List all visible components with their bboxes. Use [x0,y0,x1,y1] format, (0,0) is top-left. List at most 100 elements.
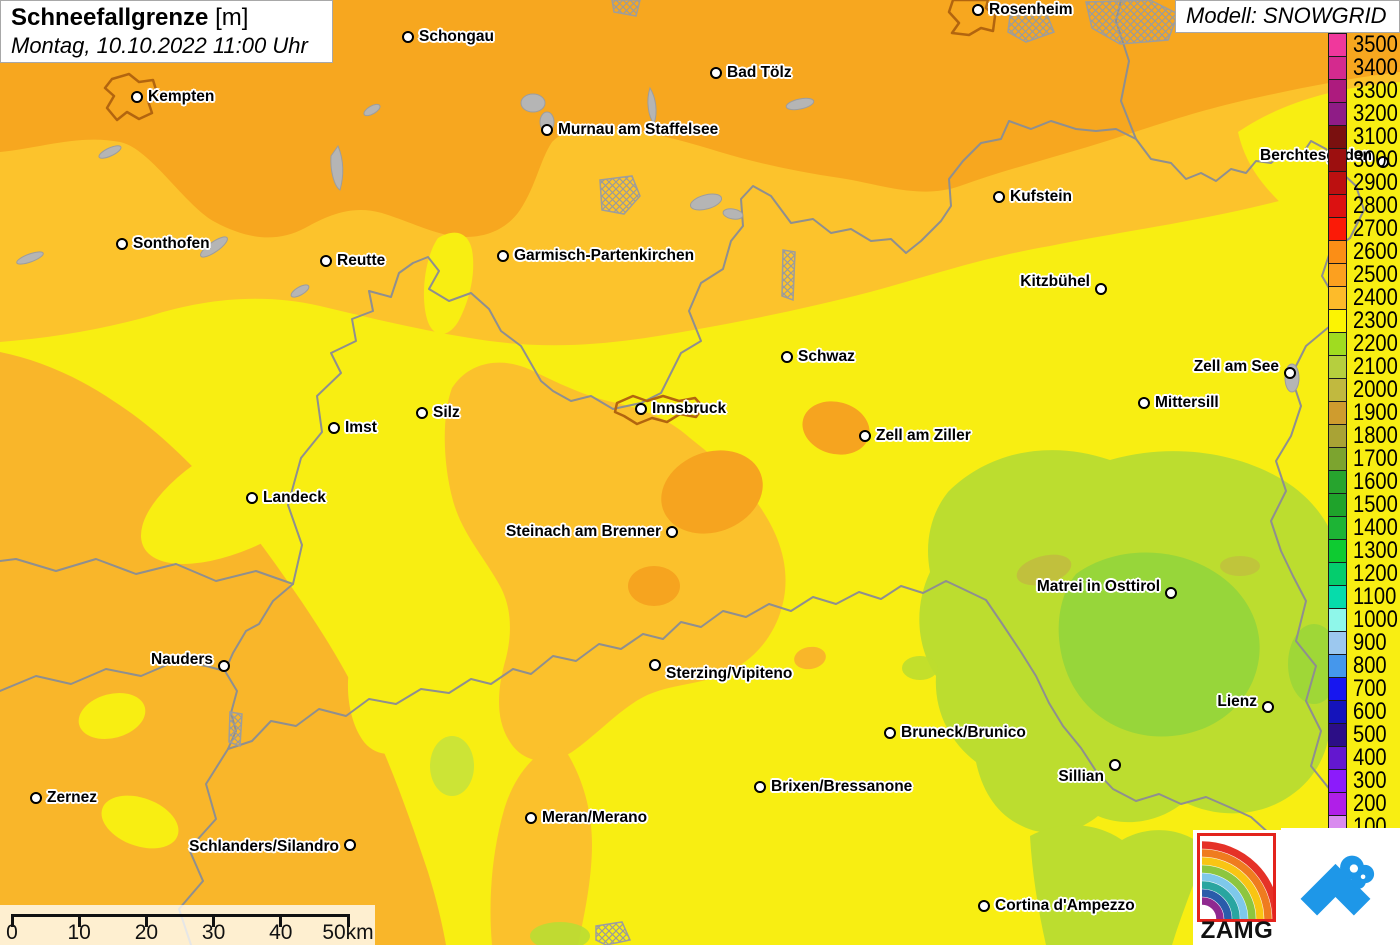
colorbar-label: 2800 [1353,191,1398,219]
colorbar-label: 500 [1353,720,1387,748]
colorbar-label: 1500 [1353,490,1398,518]
colorbar-swatch [1328,125,1347,149]
title-unit: [m] [215,4,249,31]
model-box: Modell: SNOWGRID [1175,0,1400,33]
snowgrid-logo [1281,828,1400,945]
colorbar-swatch [1328,102,1347,126]
colorbar-swatch [1328,286,1347,310]
colorbar-label: 400 [1353,743,1387,771]
colorbar-swatch [1328,424,1347,448]
colorbar-label: 2100 [1353,352,1398,380]
distance-scalebar: 0 10 20 30 40 50km [0,905,375,945]
colorbar-swatch [1328,516,1347,540]
colorbar-swatch [1328,194,1347,218]
colorbar-swatch [1328,79,1347,103]
colorbar-label: 1200 [1353,559,1398,587]
colorbar-label: 900 [1353,628,1387,656]
colorbar-label: 2700 [1353,214,1398,242]
city-boundary-outlines [103,0,997,426]
colorbar-swatch [1328,355,1347,379]
colorbar-label: 1900 [1353,398,1398,426]
colorbar-label: 3500 [1353,30,1398,58]
colorbar-label: 3200 [1353,99,1398,127]
scalebar-label: 20 [134,921,159,944]
colorbar-swatch [1328,539,1347,563]
colorbar-swatch [1328,700,1347,724]
colorbar-swatch [1328,677,1347,701]
colorbar-swatch [1328,148,1347,172]
colorbar-swatch [1328,769,1347,793]
colorbar-label: 2900 [1353,168,1398,196]
colorbar-swatch [1328,723,1347,747]
colorbar-label: 2300 [1353,306,1398,334]
colorbar-label: 2200 [1353,329,1398,357]
scalebar-label: 40 [269,921,293,944]
colorbar-swatch [1328,401,1347,425]
scalebar-label: 50km [322,921,374,944]
colorbar-swatch [1328,240,1347,264]
colorbar-label: 200 [1353,789,1387,817]
scalebar-tick [346,914,350,927]
scalebar-tick [212,914,216,927]
zamg-logo: ZAMG [1193,830,1281,945]
valid-datetime: Montag, 10.10.2022 11:00 Uhr [11,33,308,58]
colorbar-label: 300 [1353,766,1387,794]
colorbar-label: 1800 [1353,421,1398,449]
zamg-rainbow-icon [1197,833,1276,922]
scalebar-tick [77,914,81,927]
colorbar-swatch [1328,654,1347,678]
scalebar-tick [144,914,148,927]
colorbar-label: 2400 [1353,283,1398,311]
colorbar-swatch [1328,217,1347,241]
lakes [16,86,1300,393]
colorbar-label: 3000 [1353,145,1398,173]
colorbar-label: 600 [1353,697,1387,725]
scalebar-tick [10,914,14,927]
colorbar-label: 2600 [1353,237,1398,265]
colorbar-label: 3100 [1353,122,1398,150]
colorbar: 3500 3400 3300 3200 3100 3000 2900 2800 2700 2600… [1328,30,1400,839]
hatched-lakes [228,0,1179,945]
colorbar-swatch [1328,746,1347,770]
scalebar-line [12,914,350,917]
model-label: Modell: SNOWGRID [1186,3,1387,28]
colorbar-label: 1300 [1353,536,1398,564]
colorbar-label: 3300 [1353,76,1398,104]
page-title: Schneefallgrenze [m] [11,4,322,32]
colorbar-swatch [1328,378,1347,402]
colorbar-swatch [1328,470,1347,494]
colorbar-label: 800 [1353,651,1387,679]
rainbow-arcs-icon [1201,841,1273,919]
colorbar-label: 700 [1353,674,1387,702]
scalebar-label: 0 [6,921,18,944]
colorbar-swatch [1328,585,1347,609]
colorbar-label: 2000 [1353,375,1398,403]
colorbar-swatch [1328,171,1347,195]
colorbar-swatch [1328,493,1347,517]
colorbar-swatch [1328,33,1347,57]
colorbar-swatch [1328,792,1347,816]
colorbar-label: 1000 [1353,605,1398,633]
colorbar-label: 1600 [1353,467,1398,495]
zamg-wordmark: ZAMG [1200,917,1274,944]
colorbar-swatch [1328,631,1347,655]
colorbar-swatch [1328,332,1347,356]
colorbar-swatch [1328,447,1347,471]
scalebar-tick [279,914,283,927]
colorbar-swatch [1328,263,1347,287]
colorbar-label: 1100 [1353,582,1397,610]
colorbar-label: 3400 [1353,53,1398,81]
colorbar-swatch [1328,608,1347,632]
colorbar-swatch [1328,56,1347,80]
scalebar-label: 30 [201,921,226,944]
colorbar-swatch [1328,562,1347,586]
colorbar-label: 1700 [1353,444,1398,472]
colorbar-swatch [1328,309,1347,333]
colorbar-label: 1400 [1353,513,1398,541]
scalebar-label: 10 [67,921,91,944]
title-text: Schneefallgrenze [11,4,209,31]
colorbar-label: 2500 [1353,260,1398,288]
